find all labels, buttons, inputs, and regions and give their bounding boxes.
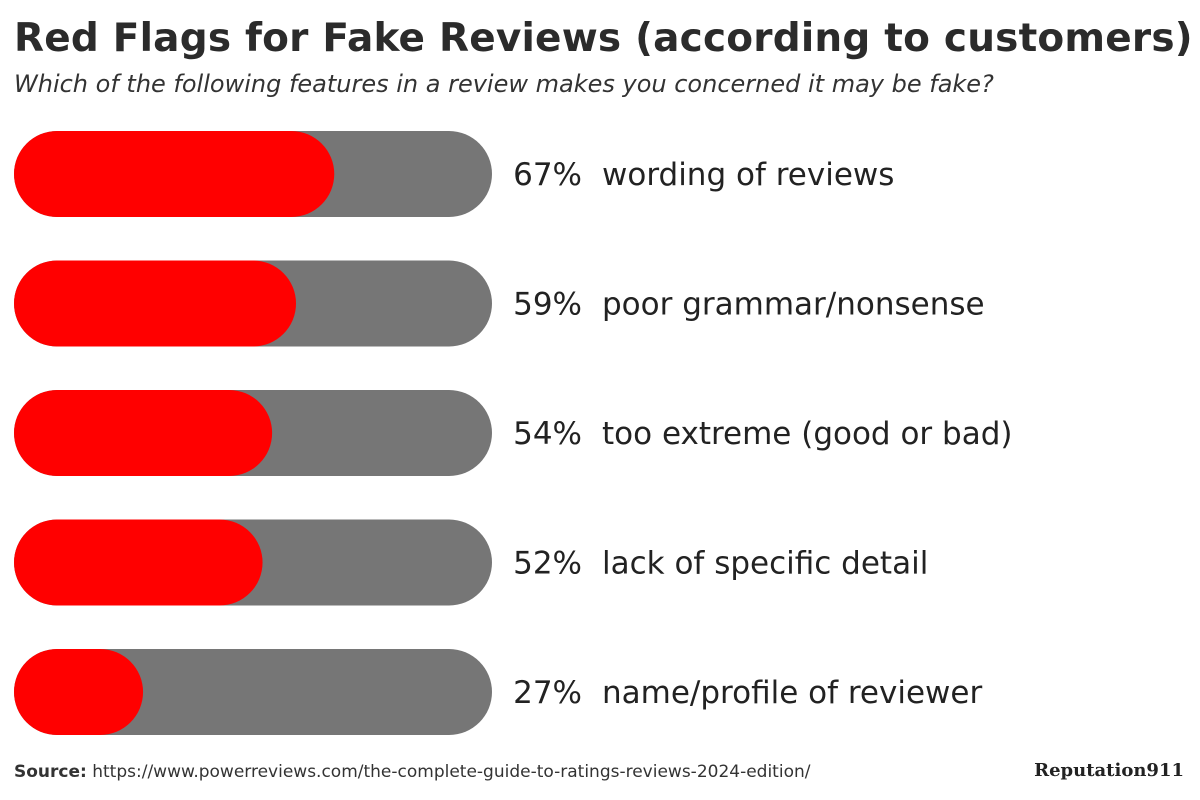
value-label: 52% <box>513 546 582 582</box>
bar-row: 59% poor grammar/nonsense <box>14 260 985 347</box>
source-label: Source: <box>14 762 87 782</box>
bar-fill <box>14 519 263 606</box>
bar-fill <box>14 260 297 347</box>
value-label: 27% <box>513 675 582 711</box>
category-label: wording of reviews <box>602 157 894 193</box>
bar-chart: 67% wording of reviews 59% poor grammar/non… <box>14 131 1012 735</box>
source-url[interactable]: https://www.powerreviews.com/the-complet… <box>92 762 811 782</box>
source-line: Source: https://www.powerreviews.com/the… <box>14 762 810 782</box>
bar-fill <box>14 131 335 217</box>
bar-row: 52% lack of specific detail <box>14 519 928 606</box>
chart-subtitle: Which of the following features in a rev… <box>14 70 994 98</box>
chart-title: Red Flags for Fake Reviews (according to… <box>14 16 1193 61</box>
category-label: lack of specific detail <box>602 546 928 582</box>
brand-logo: Reputation911 <box>1034 760 1184 781</box>
bar-row: 54% too extreme (good or bad) <box>14 390 1012 476</box>
category-label: poor grammar/nonsense <box>602 287 985 323</box>
bar-row: 27% name/profile of reviewer <box>14 649 982 735</box>
value-label: 54% <box>513 416 582 452</box>
bar-fill <box>14 649 144 735</box>
bar-row: 67% wording of reviews <box>14 131 894 217</box>
bar-fill <box>14 390 273 476</box>
category-label: name/profile of reviewer <box>602 675 982 711</box>
value-label: 67% <box>513 157 582 193</box>
category-label: too extreme (good or bad) <box>602 416 1012 452</box>
value-label: 59% <box>513 287 582 323</box>
